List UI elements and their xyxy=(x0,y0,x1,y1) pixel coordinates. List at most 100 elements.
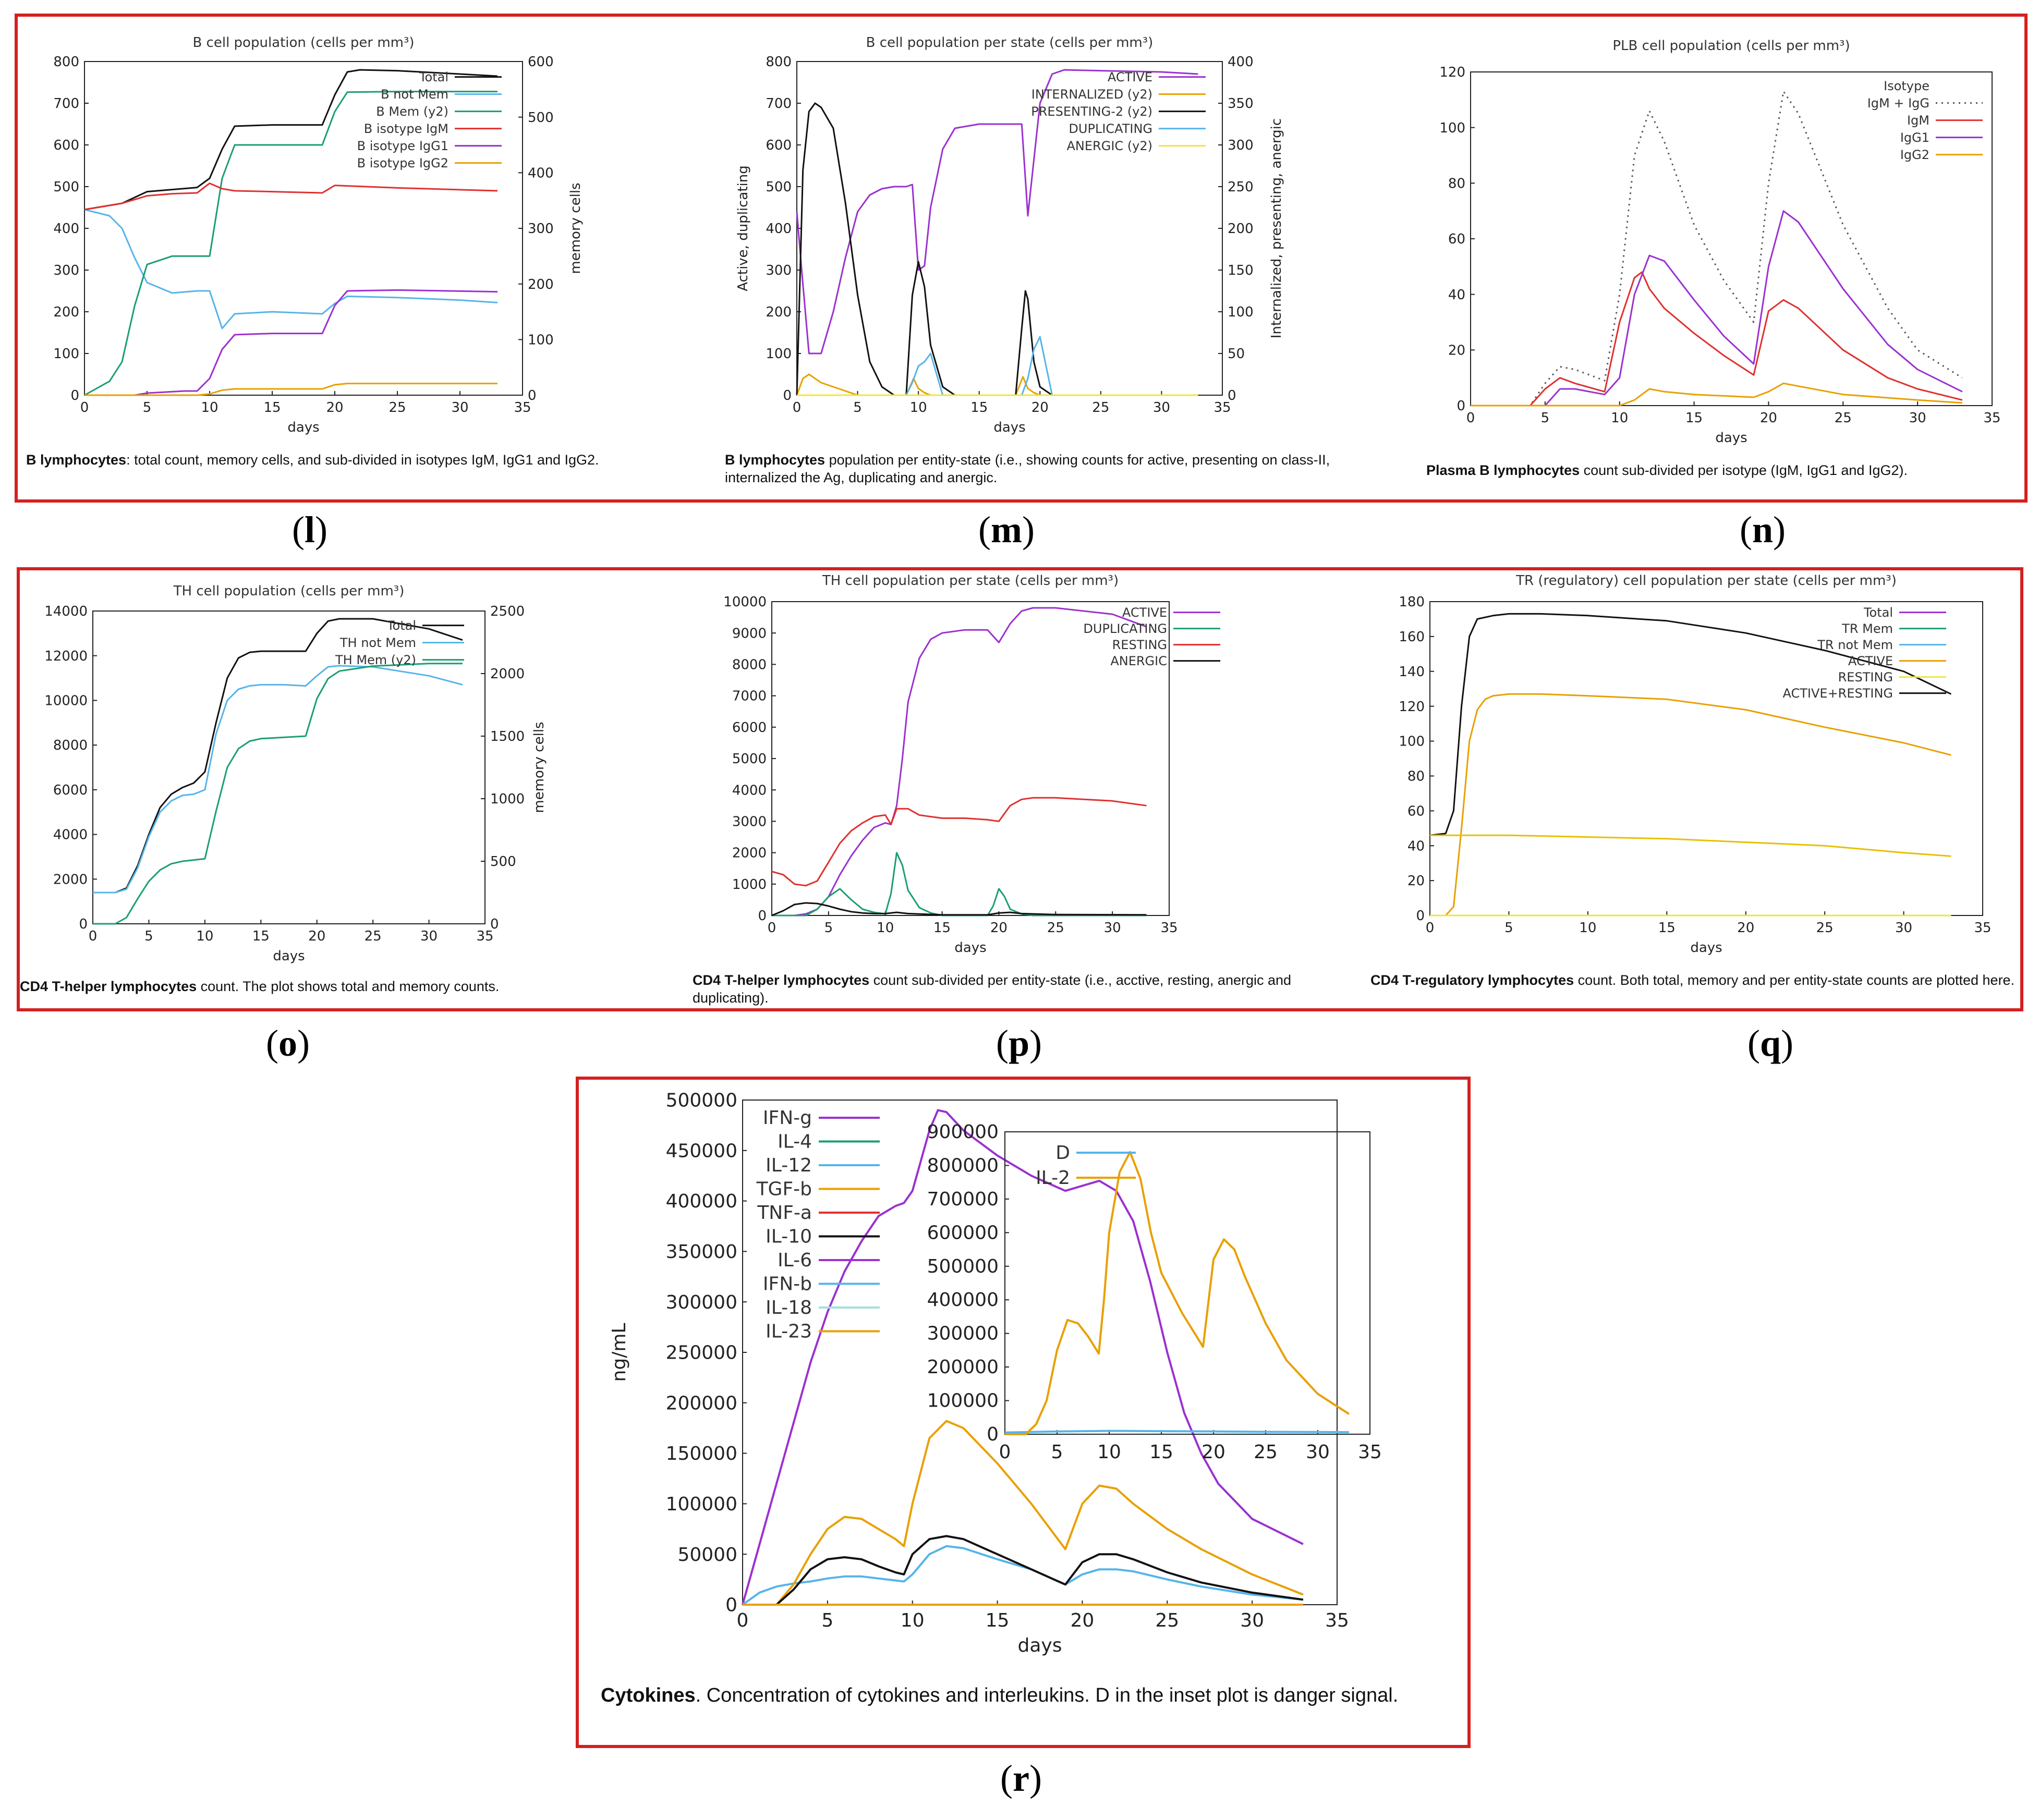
n-xtick-label: 20 xyxy=(1760,410,1777,426)
caption-p: CD4 T-helper lymphocytes count sub-divid… xyxy=(693,972,1360,1007)
l-y2label: memory cells xyxy=(568,182,584,274)
p-xtick-label: 0 xyxy=(768,920,776,936)
n-ytick-label: 40 xyxy=(1448,287,1465,303)
caption-q-rest: count. Both total, memory and per entity… xyxy=(1574,972,2015,988)
panel-label-p-text: p xyxy=(1008,1022,1030,1064)
o-legend-label: TH Mem (y2) xyxy=(335,653,416,667)
r-ytick-label: 100000 xyxy=(666,1494,737,1515)
r-legend-label: IL-4 xyxy=(778,1131,812,1153)
r-ytick-label: 500000 xyxy=(666,1090,737,1111)
p-series-active xyxy=(772,607,1147,917)
caption-o: CD4 T-helper lymphocytes count. The plot… xyxy=(20,978,666,996)
p-ytick-label: 5000 xyxy=(732,751,767,767)
o-y2tick-label: 1000 xyxy=(490,791,525,807)
l-xlabel: days xyxy=(287,420,319,435)
m-series-active xyxy=(796,69,1198,355)
panel-o: TH cell population (cells per mm³) 0 5 10 15… xyxy=(20,571,666,1009)
n-xtick-label: 15 xyxy=(1685,410,1703,426)
q-ytick-label: 20 xyxy=(1407,873,1425,889)
p-xtick-label: 20 xyxy=(990,920,1008,936)
q-ytick-label: 0 xyxy=(1416,908,1425,924)
q-series-active-resting xyxy=(1429,613,1952,836)
r-legend-label: IL-10 xyxy=(766,1226,812,1248)
r-legend-label: TNF-a xyxy=(757,1202,812,1224)
r-inset-legend-label: D xyxy=(1055,1142,1070,1164)
p-xlabel: days xyxy=(954,940,986,956)
p-legend-label: ACTIVE xyxy=(1122,605,1167,620)
o-xtick-label: 25 xyxy=(365,929,382,944)
r-series-ifn-g xyxy=(742,1109,1304,1605)
caption-q: CD4 T-regulatory lymphocytes count. Both… xyxy=(1370,972,2017,990)
r-xtick-label: 0 xyxy=(737,1610,749,1631)
l-legend-label: B not Mem xyxy=(381,87,448,102)
r-series-tgf-b xyxy=(743,1420,1304,1606)
r-inset-ytick-label: 0 xyxy=(987,1424,999,1445)
r-ytick-label: 250000 xyxy=(666,1342,737,1364)
m-plot-area xyxy=(796,61,1223,396)
m-xtick-label: 0 xyxy=(793,400,802,416)
l-y2tick-label: 600 xyxy=(528,54,554,70)
m-xtick-label: 30 xyxy=(1153,400,1170,416)
m-y2tick-label: 350 xyxy=(1228,96,1254,112)
m-xtick-label: 35 xyxy=(1213,400,1231,416)
q-legend-label: TR not Mem xyxy=(1817,638,1893,652)
r-xtick-label: 30 xyxy=(1240,1610,1264,1631)
o-y2tick-label: 0 xyxy=(490,917,499,932)
caption-p-rest: count sub-divided per entity-state (i.e.… xyxy=(693,972,1292,1006)
m-xtick-label: 10 xyxy=(910,400,927,416)
n-legend-label: IgM xyxy=(1907,113,1929,128)
chart-l: B cell population (cells per mm³) 0 5 10 15 2… xyxy=(53,35,584,435)
n-xtick-label: 25 xyxy=(1835,410,1852,426)
o-ytick-label: 2000 xyxy=(53,872,88,887)
r-series-il-10 xyxy=(743,1535,1304,1606)
o-y2tick-label: 1500 xyxy=(490,729,525,744)
o-y2tick-label: 2000 xyxy=(490,666,525,682)
caption-n-rest: count sub-divided per isotype (IgM, IgG1… xyxy=(1580,462,1908,478)
l-legend-label: B isotype IgG1 xyxy=(357,139,448,153)
p-ytick-label: 1000 xyxy=(732,877,767,893)
m-y2tick-label: 0 xyxy=(1228,388,1236,404)
caption-r: Cytokines. Concentration of cytokines an… xyxy=(601,1683,1456,1708)
chart-r: 0 5 10 15 20 25 30 35 0 50000 100000 150000 200000 25… xyxy=(609,1090,1382,1656)
panel-label-q-text: q xyxy=(1759,1022,1781,1064)
r-ytick-label: 450000 xyxy=(666,1140,737,1162)
r-ytick-label: 400000 xyxy=(666,1191,737,1212)
r-inset-ytick-label: 700000 xyxy=(927,1189,999,1210)
o-xtick-label: 35 xyxy=(476,929,493,944)
caption-l: B lymphocytes: total count, memory cells… xyxy=(26,451,704,469)
caption-n-bold: Plasma B lymphocytes xyxy=(1426,462,1580,478)
m-series-presenting-2-y2- xyxy=(796,102,1198,396)
r-legend-label: TGF-b xyxy=(756,1179,812,1200)
panel-label-r-text: r xyxy=(1013,1757,1029,1799)
r-inset-ytick-label: 200000 xyxy=(927,1357,999,1378)
m-series-duplicating xyxy=(797,336,1198,396)
n-ytick-label: 80 xyxy=(1448,176,1465,191)
p-ytick-label: 7000 xyxy=(732,689,767,704)
q-series-active xyxy=(1430,693,1951,917)
panel-label-n: (n) xyxy=(1739,509,1786,551)
p-ytick-label: 3000 xyxy=(732,814,767,830)
r-inset-xtick-label: 20 xyxy=(1201,1442,1225,1463)
m-series-internalized-y2- xyxy=(796,373,1198,396)
n-series-igg1 xyxy=(1471,210,1963,407)
q-xtick-label: 10 xyxy=(1579,920,1596,936)
l-legend-label: B isotype IgG2 xyxy=(357,156,448,170)
o-ytick-label: 6000 xyxy=(53,783,88,798)
r-ytick-label: 300000 xyxy=(666,1292,737,1313)
caption-r-bold: Cytokines xyxy=(601,1684,696,1706)
q-xtick-label: 20 xyxy=(1737,920,1754,936)
m-y2tick-label: 150 xyxy=(1228,263,1254,278)
l-ytick-label: 100 xyxy=(53,346,79,362)
caption-l-rest: : total count, memory cells, and sub-div… xyxy=(126,452,599,468)
q-legend-label: ACTIVE+RESTING xyxy=(1782,686,1893,701)
chart-p: TH cell population per state (cells per … xyxy=(723,573,1220,956)
p-xtick-label: 5 xyxy=(824,920,833,936)
r-inset-xtick-label: 15 xyxy=(1149,1442,1173,1463)
q-ytick-label: 180 xyxy=(1399,594,1425,610)
o-ytick-label: 0 xyxy=(79,917,88,932)
m-legend-label: DUPLICATING xyxy=(1069,121,1152,136)
l-y2tick-label: 400 xyxy=(528,165,554,181)
q-legend-label: Total xyxy=(1863,605,1893,620)
q-ytick-label: 60 xyxy=(1407,803,1425,819)
r-ytick-label: 50000 xyxy=(677,1544,737,1566)
